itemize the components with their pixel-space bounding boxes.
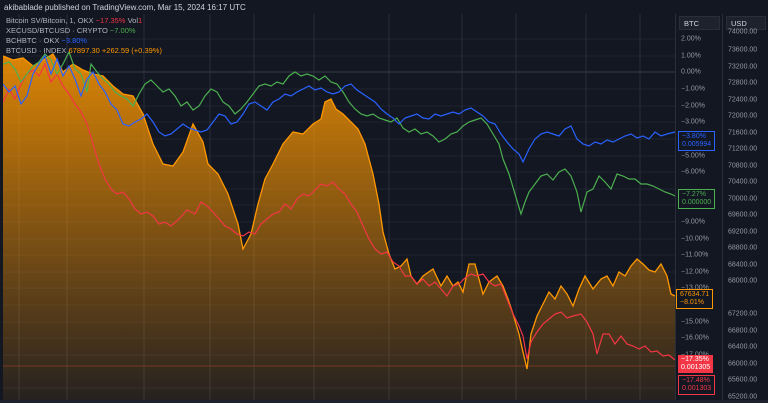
- axis-tick: −5.00%: [681, 152, 705, 160]
- btcusd-tag-pct: −8.01%: [680, 299, 704, 306]
- bsv-prev-value-tag: −17.48% 0.001303: [678, 375, 716, 395]
- axis-tick: −10.00%: [681, 235, 709, 243]
- legend-row-xec[interactable]: XECUSD/BTCUSD · CRYPTO −7.00%: [6, 26, 162, 36]
- btc-percent-axis[interactable]: BTC 2.00% 1.00% 0.00% −1.00% −2.00% −3.0…: [675, 14, 723, 400]
- xec-tag-val: 0.000000: [682, 199, 712, 206]
- legend-vol-label: Vol: [127, 16, 138, 25]
- axis-tick: 68800.00: [728, 244, 758, 252]
- legend-change: +262.59 (+0.39%): [101, 46, 162, 55]
- axis-tick: 73200.00: [728, 63, 758, 71]
- bsv-value-tag: −17.35% 0.001305: [678, 355, 714, 373]
- legend-row-bch[interactable]: BCHBTC · OKX −3.80%: [6, 36, 162, 46]
- axis-tick: 72000.00: [728, 112, 758, 120]
- axis-tick: 66400.00: [728, 343, 758, 351]
- usd-axis-header[interactable]: USD: [726, 16, 766, 30]
- axis-tick: 74000.00: [728, 28, 758, 36]
- axis-tick: 0.00%: [681, 68, 701, 76]
- axis-tick: 70000.00: [728, 195, 758, 203]
- axis-tick: 65600.00: [728, 376, 758, 384]
- axis-tick: −3.00%: [681, 118, 705, 126]
- axis-tick: 73600.00: [728, 46, 758, 54]
- axis-tick: 66000.00: [728, 360, 758, 368]
- axis-tick: 1.00%: [681, 52, 701, 60]
- axis-tick: 68000.00: [728, 277, 758, 285]
- axis-tick: 72400.00: [728, 96, 758, 104]
- xec-value-tag: −7.27% 0.000000: [678, 189, 716, 209]
- legend-name: Bitcoin SV/Bitcoin, 1, OKX: [6, 16, 94, 25]
- bch-value-tag: −3.80% 0.005994: [678, 131, 716, 151]
- axis-tick: 68400.00: [728, 261, 758, 269]
- axis-tick: −13.00%: [681, 284, 709, 292]
- axis-tick: −9.00%: [681, 218, 705, 226]
- chart-legend: Bitcoin SV/Bitcoin, 1, OKX −17.35% Vol1 …: [6, 16, 162, 56]
- bsv-tag-val: 0.001305: [681, 364, 711, 371]
- legend-vol-value: 1: [138, 16, 143, 25]
- legend-value: −17.35%: [95, 16, 126, 25]
- axis-tick: −11.00%: [681, 251, 709, 259]
- legend-value: 67897.30: [68, 46, 100, 55]
- axis-tick: −16.00%: [681, 334, 709, 342]
- legend-name: XECUSD/BTCUSD · CRYPTO: [6, 26, 108, 35]
- bch-btc-line: [3, 54, 675, 164]
- axis-tick: −12.00%: [681, 268, 709, 276]
- axis-tick: 65200.00: [728, 393, 758, 401]
- bsv-tag-pct: −17.35%: [681, 356, 709, 363]
- axis-tick: −6.00%: [681, 168, 705, 176]
- btcusd-area: [3, 54, 675, 400]
- axis-tick: 69600.00: [728, 211, 758, 219]
- btc-axis-header[interactable]: BTC: [679, 16, 720, 30]
- axis-tick: 70400.00: [728, 178, 758, 186]
- legend-value: −7.00%: [109, 26, 136, 35]
- bsv2-tag-pct: −17.48%: [682, 377, 710, 384]
- xec-tag-pct: −7.27%: [682, 191, 706, 198]
- legend-value: −3.80%: [61, 36, 88, 45]
- axis-tick: 70800.00: [728, 162, 758, 170]
- btcusd-tag-price: 67634.71: [680, 291, 710, 298]
- axis-tick: 71200.00: [728, 145, 758, 153]
- btcusd-price-tag: 67634.71 −8.01%: [676, 289, 714, 309]
- publisher-caption: akibablade published on TradingView.com,…: [4, 3, 246, 12]
- axis-tick: 2.00%: [681, 35, 701, 43]
- axis-tick: 71600.00: [728, 129, 758, 137]
- axis-tick: 67200.00: [728, 310, 758, 318]
- xec-btc-line: [3, 50, 675, 216]
- usd-price-axis[interactable]: USD 74000.00 73600.00 73200.00 72800.00 …: [722, 14, 768, 401]
- legend-row-bsv[interactable]: Bitcoin SV/Bitcoin, 1, OKX −17.35% Vol1: [6, 16, 162, 26]
- legend-name: BTCUSD · INDEX: [6, 46, 67, 55]
- axis-tick: 66800.00: [728, 327, 758, 335]
- axis-tick: 69200.00: [728, 228, 758, 236]
- bsv-btc-line: [3, 62, 675, 361]
- bottom-border: [0, 400, 768, 403]
- bsv2-tag-val: 0.001303: [682, 385, 712, 392]
- axis-tick: −1.00%: [681, 85, 705, 93]
- legend-name: BCHBTC · OKX: [6, 36, 60, 45]
- axis-tick: −15.00%: [681, 318, 709, 326]
- btcusd-line: [3, 53, 675, 370]
- bch-tag-val: 0.005994: [682, 141, 712, 148]
- axis-tick: 72800.00: [728, 79, 758, 87]
- chart-canvas: [3, 14, 675, 400]
- axis-tick: −2.00%: [681, 102, 705, 110]
- legend-row-btcusd[interactable]: BTCUSD · INDEX 67897.30 +262.59 (+0.39%): [6, 46, 162, 56]
- bch-tag-pct: −3.80%: [682, 133, 706, 140]
- chart-pane[interactable]: [3, 14, 675, 400]
